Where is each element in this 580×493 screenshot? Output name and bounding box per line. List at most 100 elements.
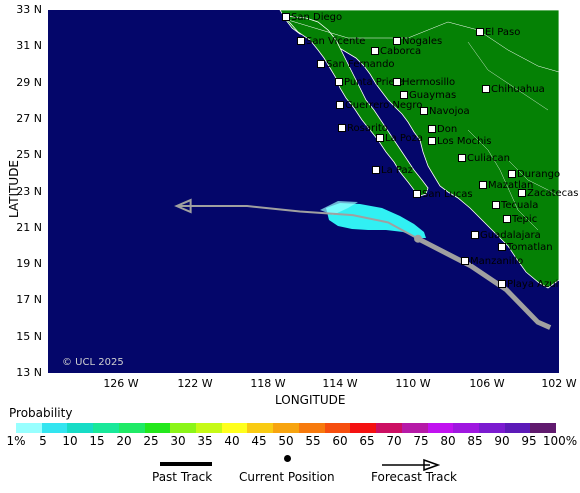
city-name: Guadalajara [480,230,541,241]
y-tick-label: 25 N [16,148,42,162]
legend-tick: 25 [143,434,159,448]
forecast-track-label: Forecast Track [371,470,457,484]
y-tick-label: 29 N [16,75,42,89]
state-border [507,159,559,197]
city-name: Hermosillo [402,77,456,88]
city-marker-icon [471,231,479,239]
legend-tick: 75 [413,434,429,448]
city-label: Chihuahua [482,84,545,95]
legend-tick: 85 [467,434,483,448]
legend-swatch [298,423,325,433]
y-tick-label: 17 N [16,293,42,307]
x-tick-label: 102 W [541,377,577,390]
map-canvas [48,10,559,373]
city-label: El Paso [476,27,520,38]
city-marker-icon [335,78,343,86]
legend-swatch [376,423,402,433]
city-name: Zacatecas [527,188,579,199]
city-label: Guerrero Negro [336,100,422,111]
city-marker-icon [420,107,428,115]
legend-tick: 70 [386,434,402,448]
city-marker-icon [372,166,380,174]
legend-swatch [427,423,454,433]
legend-tick: 50 [278,434,294,448]
y-tick-label: 19 N [16,257,42,271]
city-name: Chihuahua [491,84,545,95]
city-label: Tomatlan [498,242,553,253]
city-name: Caborca [380,46,422,57]
city-marker-icon [297,37,305,45]
city-name: Punta Prieta [344,77,405,88]
city-marker-icon [498,243,506,251]
city-label: San Diego [282,12,342,23]
forecast-track-arrow-icon [382,458,440,472]
city-marker-icon [503,215,511,223]
city-label: Guadalajara [471,230,541,241]
city-label: Guaymas [400,90,456,101]
city-marker-icon [482,85,490,93]
city-label: Los Mochis [428,136,491,147]
state-border [467,41,549,111]
legend-swatch [16,423,42,433]
city-marker-icon [393,37,401,45]
city-name: Rosarito [347,123,388,134]
city-name: Los Mochis [437,136,492,147]
city-label: Zacatecas [518,188,579,199]
city-name: Navojoa [429,106,470,117]
probability-swath-edge [320,201,358,215]
city-name: Tecuala [501,200,539,211]
city-marker-icon [317,60,325,68]
city-name: Mazatlan [488,180,534,191]
city-name: Manzanillo [470,256,524,267]
current-position-marker [414,234,423,243]
city-name: Don [437,124,458,135]
legend-tick: 80 [440,434,456,448]
city-label: San Vicente [297,36,365,47]
city-marker-icon [413,190,421,198]
city-marker-icon [508,170,516,178]
city-marker-icon [479,181,487,189]
x-tick-label: 114 W [322,377,358,390]
y-tick-label: 21 N [16,220,42,234]
past-track-swatch [160,462,212,466]
city-name: Tepic [512,214,538,225]
city-marker-icon [492,201,500,209]
city-label: Nogales [393,36,442,47]
city-marker-icon [282,13,290,21]
legend-tick: 90 [494,434,510,448]
city-label: Manzanillo [461,256,523,267]
city-label: La Paz [372,165,413,176]
city-marker-icon [518,189,526,197]
legend-tick: 1% [6,434,26,448]
legend-swatch [247,423,274,433]
legend-swatch [196,423,222,433]
legend-tick: 65 [359,434,375,448]
city-label: Tecuala [492,200,538,211]
x-tick-label: 122 W [177,377,213,390]
city-label: San Lucas [413,189,473,200]
past-track-label: Past Track [152,470,213,484]
legend-tick: 5 [39,434,47,448]
x-tick-label: 126 W [103,377,139,390]
city-marker-icon [400,91,408,99]
city-marker-icon [393,78,401,86]
city-label: Rosarito [338,123,388,134]
city-label: Mazatlan [479,180,533,191]
city-name: Guerrero Negro [345,100,423,111]
x-axis-title: LONGITUDE [275,393,346,407]
legend-tick: 30 [170,434,186,448]
city-name: San Lucas [422,189,473,200]
city-label: Durango [508,169,560,180]
state-border [287,19,559,73]
city-label: Caborca [371,46,421,57]
x-tick-label: 110 W [395,377,431,390]
city-name: La Poza [385,133,424,144]
y-tick-label: 23 N [16,184,42,198]
copyright: © UCL 2025 [62,357,124,368]
legend-swatch [144,423,171,433]
city-name: Culiacan [467,153,510,164]
city-label: Playa Azul [498,279,558,290]
city-name: Tomatlan [507,242,553,253]
legend-tick: 15 [89,434,105,448]
city-name: San Fernando [326,59,395,70]
